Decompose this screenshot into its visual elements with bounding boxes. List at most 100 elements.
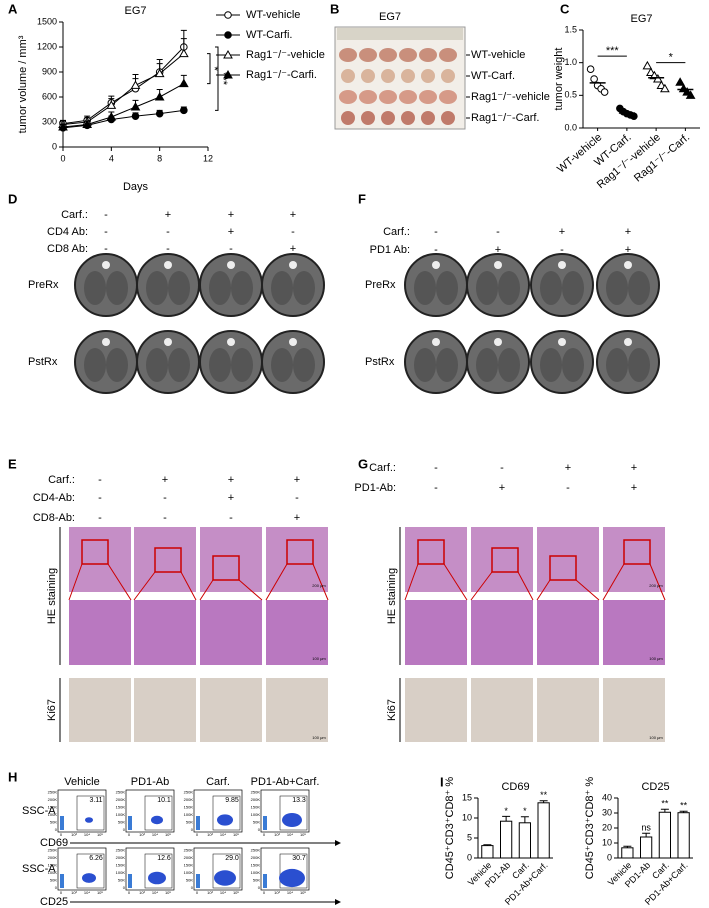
lung — [271, 271, 293, 305]
stain-label: HE staining — [46, 568, 58, 624]
flow-y-tick: 150K — [116, 805, 126, 810]
error-bar — [539, 800, 548, 803]
point — [685, 90, 696, 99]
chart-title: CD25 — [641, 781, 669, 793]
photo-title: EG7 — [379, 11, 401, 23]
bar — [658, 811, 671, 859]
point — [630, 112, 638, 121]
flow-x-tick: 0 — [263, 890, 266, 895]
condition-sign: - — [163, 512, 167, 524]
y-tick-label: 300 — [42, 116, 57, 126]
scale-bar: 100 μm — [312, 735, 326, 740]
panel-label: G — [358, 456, 368, 471]
x-tick-label: 0 — [60, 153, 65, 163]
micrograph — [69, 678, 131, 742]
point — [154, 91, 165, 101]
flow-x-tick: 10⁴ — [220, 832, 226, 837]
condition-sign: - — [434, 226, 438, 238]
spine — [227, 261, 235, 269]
micrograph — [471, 678, 533, 742]
condition-sign: - — [229, 243, 233, 255]
y-tick-label: 0.0 — [564, 122, 577, 132]
cells — [128, 816, 132, 830]
point — [131, 112, 140, 120]
condition-sign: - — [291, 226, 295, 238]
tumor — [359, 90, 377, 104]
y-tick-label: 20 — [602, 822, 612, 832]
significance: * — [523, 806, 527, 816]
flow-x-tick: 10⁵ — [233, 890, 239, 895]
lung — [231, 348, 253, 382]
y-axis-label: CD45⁺CD3⁺CD8⁺ % — [584, 777, 596, 880]
zoom-lines — [536, 579, 600, 601]
flow-plot — [57, 847, 107, 891]
bar — [640, 836, 653, 859]
tumor — [361, 111, 375, 125]
spine — [494, 261, 502, 269]
point — [106, 100, 117, 109]
tumor — [399, 90, 417, 104]
gate-percent: 3.11 — [89, 797, 102, 804]
condition-sign: + — [290, 209, 296, 221]
x-tick-label: 4 — [109, 153, 114, 163]
point — [590, 75, 598, 83]
micrograph — [134, 678, 196, 742]
gate — [212, 795, 241, 831]
condition-label: CD8-Ab: — [33, 512, 75, 524]
y-axis-label: tumor weight — [553, 48, 565, 111]
legend-marker — [223, 69, 233, 79]
significance: * — [208, 67, 220, 72]
cells — [196, 816, 200, 830]
error-bar — [520, 816, 529, 823]
gate — [212, 853, 241, 889]
cells — [60, 874, 64, 888]
tumor — [339, 90, 357, 104]
flow-y-tick: 250K — [116, 790, 126, 795]
lung — [562, 348, 584, 382]
condition-sign: - — [163, 492, 167, 504]
y-tick-label: 1.0 — [564, 57, 577, 67]
lung — [436, 271, 458, 305]
zoom-box — [491, 547, 519, 573]
spine — [558, 338, 566, 346]
condition-sign: + — [294, 512, 300, 524]
flow-y-tick: 200K — [184, 797, 194, 802]
photo-label: WT-Carf. — [471, 70, 515, 82]
x-axis-label: Days — [123, 181, 149, 193]
flow-y-tick: 250K — [251, 790, 261, 795]
tumor — [439, 48, 457, 62]
panel-label: H — [8, 769, 17, 784]
significance: ** — [680, 801, 688, 811]
error-bar — [642, 832, 651, 837]
flow-x-tick: 10⁴ — [152, 890, 158, 895]
tumor — [421, 111, 435, 125]
y-axis-label: CD45⁺CD3⁺CD8⁺ % — [444, 777, 456, 880]
significance: ** — [540, 790, 548, 800]
flow-y-tick: 200K — [116, 797, 126, 802]
gate-percent: 29.0 — [225, 855, 239, 862]
flow-x-tick: 10³ — [207, 832, 213, 837]
lung — [84, 271, 106, 305]
flow-x-tick: 0 — [60, 832, 63, 837]
cell-cloud — [82, 873, 96, 883]
gate-percent: 13.3 — [292, 797, 306, 804]
tumor — [399, 48, 417, 62]
error-bar — [623, 845, 632, 848]
chart-title: CD69 — [501, 781, 529, 793]
point — [178, 48, 189, 58]
tumor — [441, 111, 455, 125]
micrograph — [266, 527, 328, 592]
condition-sign: + — [228, 226, 234, 238]
cell-cloud — [214, 870, 236, 886]
arrow-head — [335, 899, 341, 905]
condition-sign: - — [98, 492, 102, 504]
micrograph — [266, 678, 328, 742]
cells — [263, 874, 267, 888]
spine — [227, 338, 235, 346]
point — [180, 106, 188, 115]
legend-label: WT-Carfi. — [246, 29, 292, 41]
flow-y-tick: 150K — [48, 863, 58, 868]
tumor — [341, 111, 355, 125]
condition-sign: + — [162, 474, 168, 486]
zoom-lines — [133, 571, 197, 601]
